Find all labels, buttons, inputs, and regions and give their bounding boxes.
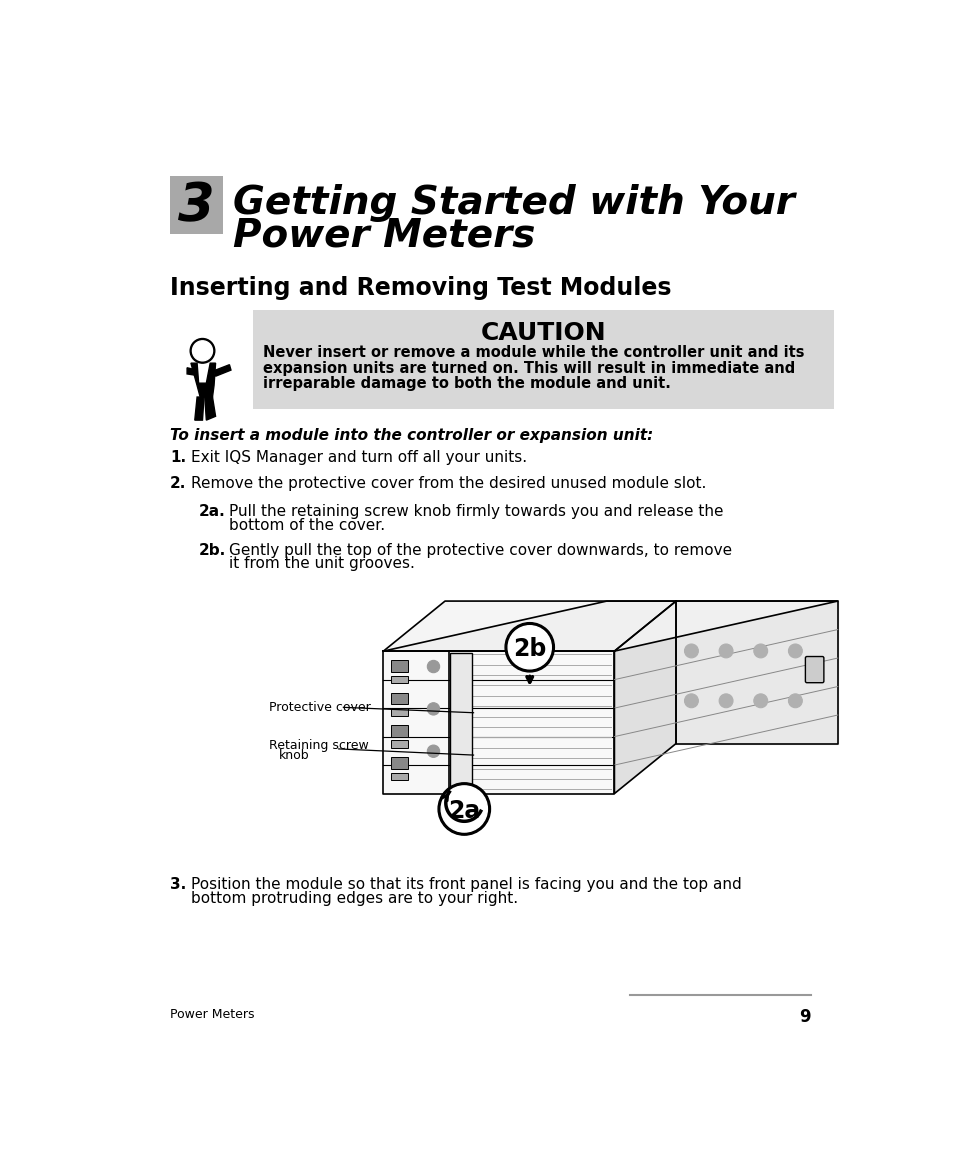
Circle shape bbox=[787, 644, 801, 658]
Circle shape bbox=[508, 626, 551, 669]
Text: Protective cover: Protective cover bbox=[269, 701, 371, 714]
Text: expansion units are turned on. This will result in immediate and: expansion units are turned on. This will… bbox=[263, 360, 795, 376]
Text: Power Meters: Power Meters bbox=[233, 216, 535, 254]
Circle shape bbox=[427, 745, 439, 757]
Circle shape bbox=[787, 694, 801, 708]
FancyBboxPatch shape bbox=[391, 757, 408, 768]
Text: knob: knob bbox=[278, 750, 309, 763]
Text: 9: 9 bbox=[799, 1007, 810, 1026]
Text: Never insert or remove a module while the controller unit and its: Never insert or remove a module while th… bbox=[263, 345, 804, 360]
Circle shape bbox=[440, 786, 487, 832]
Polygon shape bbox=[215, 365, 231, 377]
Text: bottom of the cover.: bottom of the cover. bbox=[229, 518, 385, 533]
Circle shape bbox=[719, 694, 732, 708]
FancyBboxPatch shape bbox=[170, 176, 222, 234]
Circle shape bbox=[190, 338, 214, 363]
Text: Remove the protective cover from the desired unused module slot.: Remove the protective cover from the des… bbox=[191, 476, 705, 491]
Text: Getting Started with Your: Getting Started with Your bbox=[233, 184, 795, 221]
FancyBboxPatch shape bbox=[391, 693, 408, 705]
Circle shape bbox=[684, 694, 698, 708]
Text: Retaining screw: Retaining screw bbox=[269, 738, 369, 751]
Polygon shape bbox=[383, 602, 676, 651]
Text: 3.: 3. bbox=[170, 876, 186, 891]
Text: 1.: 1. bbox=[170, 450, 186, 465]
Text: 2b: 2b bbox=[513, 636, 546, 661]
FancyBboxPatch shape bbox=[391, 708, 408, 716]
Polygon shape bbox=[194, 398, 204, 420]
FancyBboxPatch shape bbox=[391, 726, 408, 737]
Text: irreparable damage to both the module and unit.: irreparable damage to both the module an… bbox=[263, 377, 671, 392]
FancyBboxPatch shape bbox=[450, 653, 472, 792]
Text: To insert a module into the controller or expansion unit:: To insert a module into the controller o… bbox=[170, 428, 653, 443]
FancyBboxPatch shape bbox=[253, 309, 833, 409]
Circle shape bbox=[753, 694, 767, 708]
Circle shape bbox=[684, 644, 698, 658]
Circle shape bbox=[427, 702, 439, 715]
FancyBboxPatch shape bbox=[391, 661, 408, 672]
Polygon shape bbox=[383, 602, 837, 651]
Text: CAUTION: CAUTION bbox=[480, 321, 605, 344]
Circle shape bbox=[437, 782, 490, 836]
FancyBboxPatch shape bbox=[391, 676, 408, 684]
FancyBboxPatch shape bbox=[804, 656, 823, 683]
Text: Pull the retaining screw knob firmly towards you and release the: Pull the retaining screw knob firmly tow… bbox=[229, 504, 723, 519]
Text: 2a: 2a bbox=[448, 799, 480, 823]
Circle shape bbox=[719, 644, 732, 658]
Circle shape bbox=[427, 661, 439, 672]
Circle shape bbox=[193, 341, 213, 360]
Circle shape bbox=[504, 622, 554, 672]
FancyBboxPatch shape bbox=[391, 741, 408, 749]
Circle shape bbox=[753, 644, 767, 658]
Text: 2.: 2. bbox=[170, 476, 187, 491]
Text: Exit IQS Manager and turn off all your units.: Exit IQS Manager and turn off all your u… bbox=[191, 450, 526, 465]
Text: bottom protruding edges are to your right.: bottom protruding edges are to your righ… bbox=[191, 890, 517, 905]
Text: 2b.: 2b. bbox=[198, 542, 226, 557]
Text: Gently pull the top of the protective cover downwards, to remove: Gently pull the top of the protective co… bbox=[229, 542, 732, 557]
Polygon shape bbox=[187, 367, 197, 376]
Text: Inserting and Removing Test Modules: Inserting and Removing Test Modules bbox=[170, 276, 671, 300]
Polygon shape bbox=[191, 363, 215, 398]
Polygon shape bbox=[205, 398, 215, 420]
Text: Power Meters: Power Meters bbox=[170, 1007, 254, 1021]
Text: 2a.: 2a. bbox=[198, 504, 225, 519]
Polygon shape bbox=[383, 651, 614, 794]
Text: 3: 3 bbox=[178, 181, 214, 233]
Text: it from the unit grooves.: it from the unit grooves. bbox=[229, 556, 415, 571]
Polygon shape bbox=[676, 602, 837, 744]
FancyBboxPatch shape bbox=[391, 773, 408, 780]
Polygon shape bbox=[614, 602, 676, 794]
Text: Position the module so that its front panel is facing you and the top and: Position the module so that its front pa… bbox=[191, 876, 740, 891]
